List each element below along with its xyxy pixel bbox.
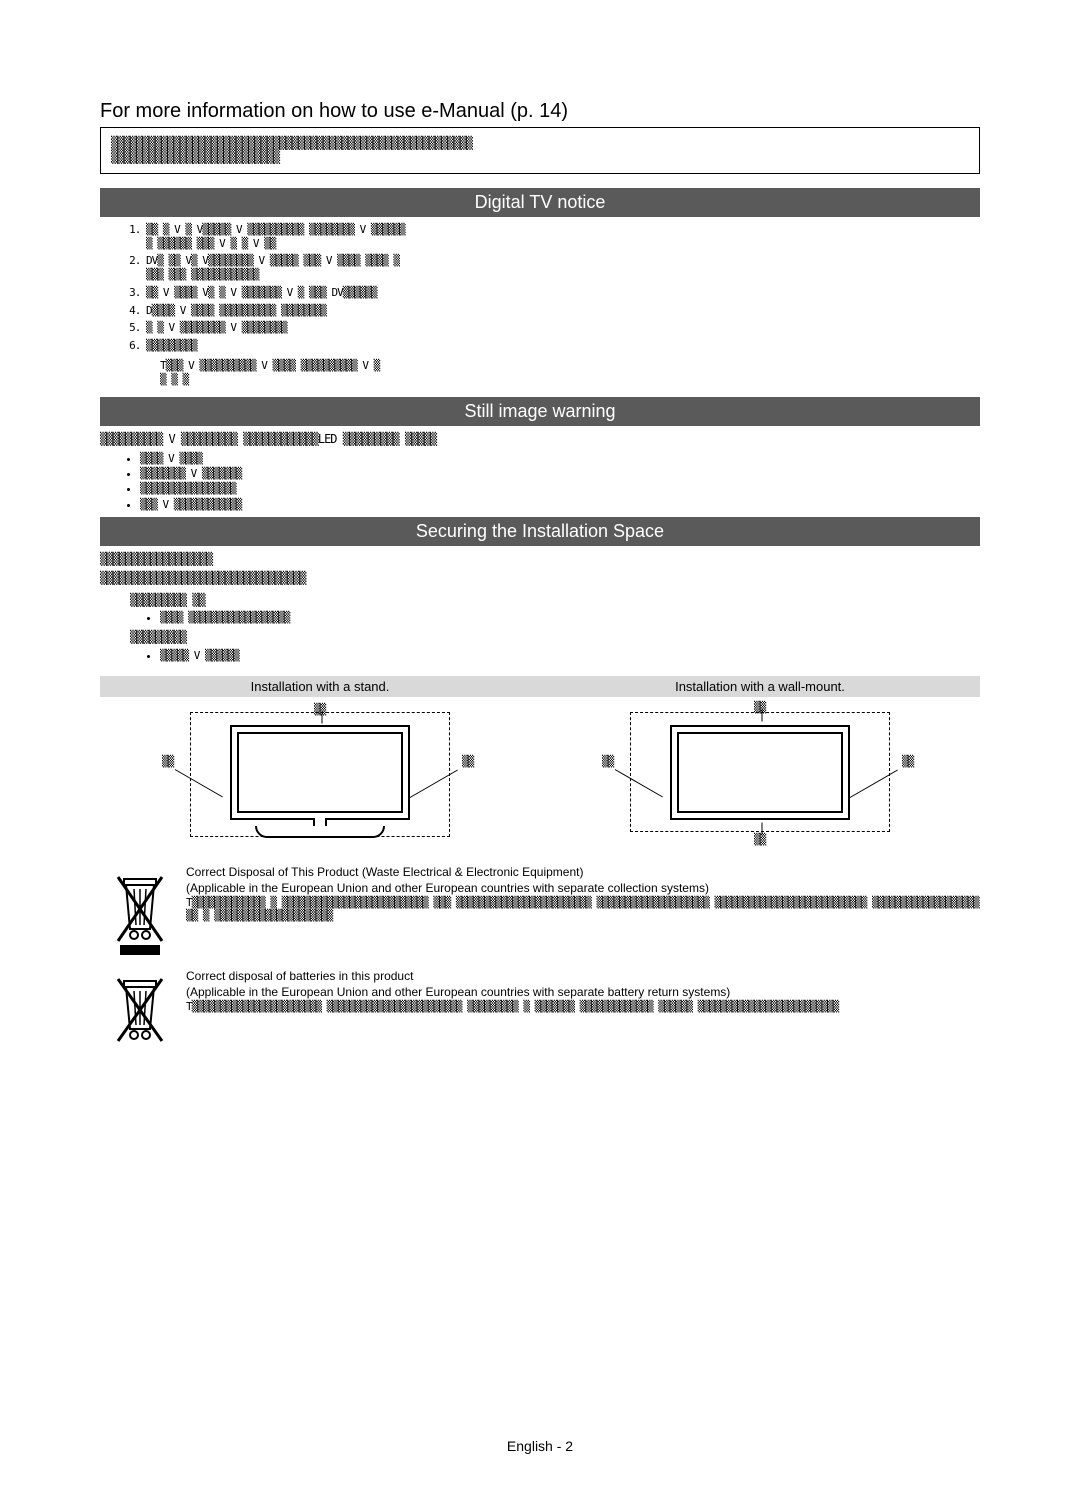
still-bullet: ▒▒▒ V ▒▒▒▒▒▒▒▒▒▒▒▒: [140, 498, 980, 511]
disposal1-sub: (Applicable in the European Union and ot…: [186, 881, 980, 897]
securing-intro1: ▒▒▒▒▒▒▒▒▒▒▒▒▒▒▒▒▒▒: [100, 552, 980, 568]
install-stand-title: Installation with a stand.: [100, 676, 540, 697]
tv-icon: [230, 725, 410, 820]
securing-note2-label: ▒▒▒▒▒▒▒▒▒: [130, 630, 980, 644]
still-bullet: ▒▒▒▒▒▒▒▒ V ▒▒▒▒▒▒▒: [140, 467, 980, 480]
disposal2-sub: (Applicable in the European Union and ot…: [186, 985, 980, 1001]
wheelie-bin-icon: [100, 865, 180, 959]
disposal-battery-row: Correct disposal of batteries in this pr…: [100, 969, 980, 1053]
disposal2-body: T▒▒▒▒▒▒▒▒▒▒▒▒▒▒▒▒▒▒▒▒▒▒▒ ▒▒▒▒▒▒▒▒▒▒▒▒▒▒▒…: [186, 1000, 980, 1013]
digital-item: ▒▒ V ▒▒▒▒ V▒ ▒ V ▒▒▒▒▒▒▒ V ▒ ▒▒▒ DV▒▒▒▒▒…: [146, 286, 406, 300]
dim-right: ▒▒: [462, 755, 473, 768]
still-bullet: ▒▒▒▒ V ▒▒▒▒: [140, 452, 980, 465]
stand-diagram: ▒▒ ▒▒ ▒▒: [100, 697, 540, 847]
securing-intro2: ▒▒▒▒▒▒▒▒▒▒▒▒▒▒▒▒▒▒▒▒▒▒▒▒▒▒▒▒▒▒▒▒▒: [100, 571, 980, 587]
intro-line2: ▒▒▒▒▒▒▒▒▒▒▒▒▒▒▒▒▒▒▒▒▒▒▒▒▒▒▒: [111, 150, 969, 164]
still-bullet: ▒▒▒▒▒▒▒▒▒▒▒▒▒▒▒▒▒: [140, 482, 980, 495]
disposal2-title: Correct disposal of batteries in this pr…: [186, 969, 980, 985]
disposal-product-row: Correct Disposal of This Product (Waste …: [100, 865, 980, 959]
disposal-battery-text: Correct disposal of batteries in this pr…: [180, 969, 980, 1053]
dim-left: ▒▒: [162, 755, 173, 768]
digital-item: ▒ ▒ V ▒▒▒▒▒▒▒▒ V ▒▒▒▒▒▒▒▒: [146, 321, 406, 335]
install-wall-title: Installation with a wall-mount.: [540, 676, 980, 697]
section-securing: Securing the Installation Space: [100, 517, 980, 546]
wheelie-bin-icon: [100, 969, 180, 1053]
securing-note2-list: ▒▒▒▒▒ V ▒▒▒▒▒▒: [100, 649, 980, 662]
install-stand-col: Installation with a stand. ▒▒ ▒▒ ▒▒: [100, 676, 540, 847]
page-footer: English - 2: [0, 1438, 1080, 1454]
digital-item: DV▒ ▒▒ V▒ V▒▒▒▒▒▒▒▒ V ▒▒▒▒▒ ▒▒▒ V ▒▒▒▒ ▒…: [146, 254, 406, 282]
digital-item: D▒▒▒▒ V ▒▒▒▒ ▒▒▒▒▒▒▒▒▒▒ ▒▒▒▒▒▒▒▒: [146, 304, 406, 318]
dim-left-wall: ▒▒: [602, 755, 613, 768]
page-title: For more information on how to use e-Man…: [100, 100, 980, 123]
disposal-product-text: Correct Disposal of This Product (Waste …: [180, 865, 980, 959]
securing-note2-bullet: ▒▒▒▒▒ V ▒▒▒▒▒▒: [160, 649, 980, 662]
securing-note1-list: ▒▒▒▒ ▒▒▒▒▒▒▒▒▒▒▒▒▒▒▒▒▒▒: [100, 611, 980, 624]
still-intro: ▒▒▒▒▒▒▒▒▒▒ V ▒▒▒▒▒▒▒▒▒ ▒▒▒▒▒▒▒▒▒▒▒▒LED ▒…: [100, 432, 980, 448]
dim-right-wall: ▒▒: [902, 755, 913, 768]
intro-line1: ▒▒▒▒▒▒▒▒▒▒▒▒▒▒▒▒▒▒▒▒▒▒▒▒▒▒▒▒▒▒▒▒▒▒▒▒▒▒▒▒…: [111, 136, 969, 150]
section-still: Still image warning: [100, 397, 980, 426]
intro-box: ▒▒▒▒▒▒▒▒▒▒▒▒▒▒▒▒▒▒▒▒▒▒▒▒▒▒▒▒▒▒▒▒▒▒▒▒▒▒▒▒…: [100, 127, 980, 174]
install-row: Installation with a stand. ▒▒ ▒▒ ▒▒: [100, 676, 980, 847]
section-digital: Digital TV notice: [100, 188, 980, 217]
tele-note: T▒▒▒ V ▒▒▒▒▒▒▒▒▒▒ V ▒▒▒▒ ▒▒▒▒▒▒▒▒▒▒ V ▒▒…: [160, 359, 380, 388]
dim-top: ▒▒: [314, 703, 325, 716]
still-bullets: ▒▒▒▒ V ▒▒▒▒ ▒▒▒▒▒▒▒▒ V ▒▒▒▒▒▒▒ ▒▒▒▒▒▒▒▒▒…: [100, 452, 980, 511]
digital-list: ▒▒ ▒ V ▒ V▒▒▒▒▒ V ▒▒▒▒▒▒▒▒▒▒ ▒▒▒▒▒▒▒▒ V …: [100, 223, 980, 353]
dim-top-wall: ▒▒: [754, 701, 765, 714]
wall-diagram: ▒▒ ▒▒ ▒▒ ▒▒: [540, 697, 980, 847]
digital-item: ▒▒▒▒▒▒▒▒▒: [146, 339, 406, 353]
disposal1-title: Correct Disposal of This Product (Waste …: [186, 865, 980, 881]
disposal1-body: T▒▒▒▒▒▒▒▒▒▒▒▒▒ ▒ ▒▒▒▒▒▒▒▒▒▒▒▒▒▒▒▒▒▒▒▒▒▒▒…: [186, 896, 980, 922]
dim-bottom-wall: ▒▒: [754, 833, 765, 846]
digital-item: ▒▒ ▒ V ▒ V▒▒▒▒▒ V ▒▒▒▒▒▒▒▒▒▒ ▒▒▒▒▒▒▒▒ V …: [146, 223, 406, 251]
securing-note1-bullet: ▒▒▒▒ ▒▒▒▒▒▒▒▒▒▒▒▒▒▒▒▒▒▒: [160, 611, 980, 624]
securing-note1-label: ▒▒▒▒▒▒▒▒▒ ▒▒: [130, 593, 980, 607]
install-wall-col: Installation with a wall-mount. ▒▒ ▒▒ ▒▒…: [540, 676, 980, 847]
manual-page: For more information on how to use e-Man…: [0, 0, 1080, 1494]
tv-icon: [670, 725, 850, 820]
